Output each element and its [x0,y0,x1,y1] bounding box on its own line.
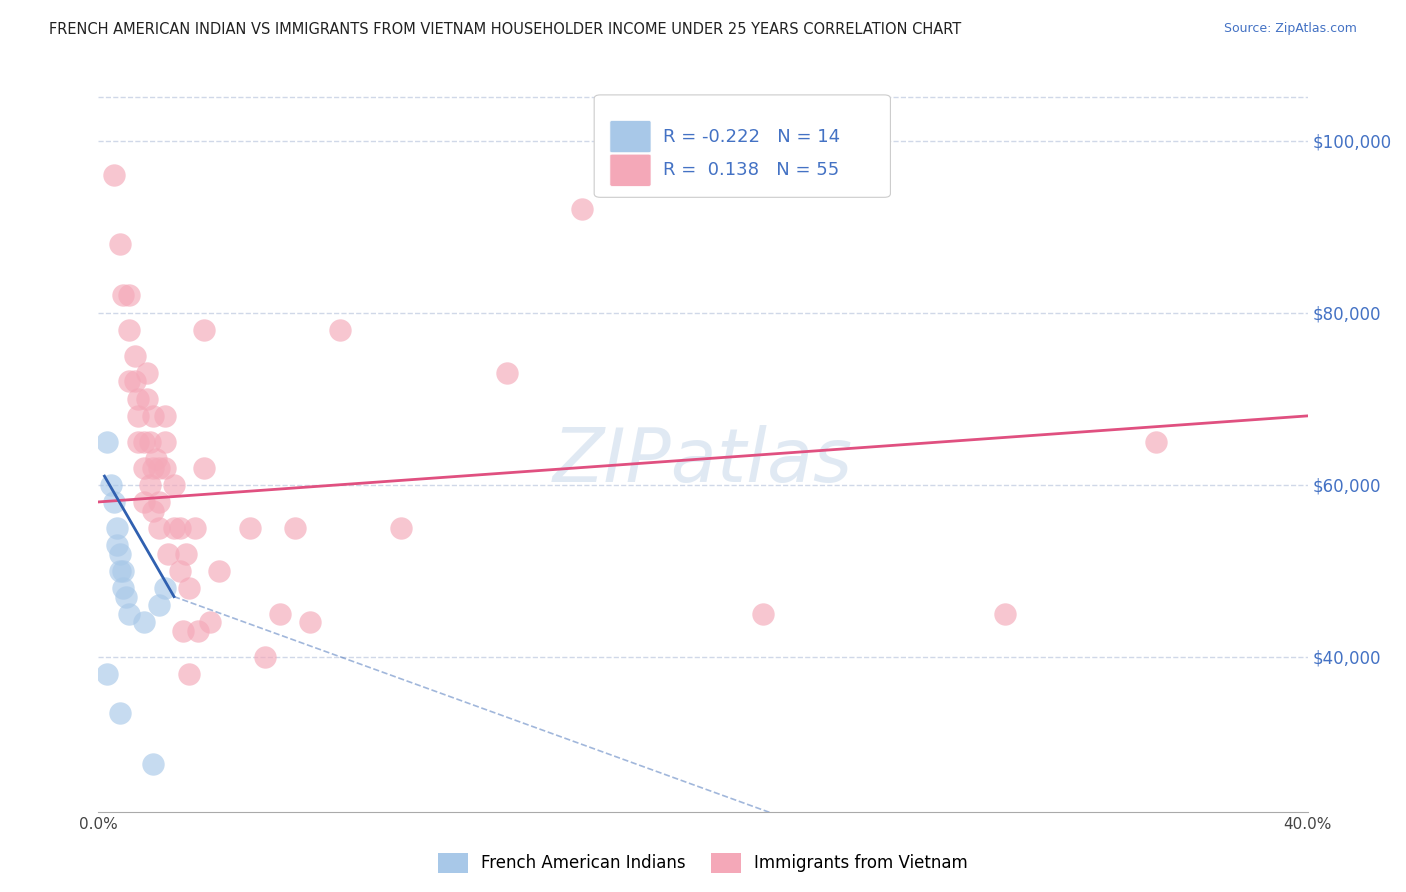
Point [329,323,352,337]
Point [284,521,307,535]
Point [1144,434,1167,449]
Point [179,581,201,595]
Point [135,366,157,380]
Point [200,615,222,630]
Point [142,460,165,475]
FancyBboxPatch shape [595,95,890,197]
Point [752,607,775,621]
Point [571,202,593,217]
Point [118,375,141,389]
Point [108,236,131,251]
Point [184,521,207,535]
Point [153,434,176,449]
Point [153,409,176,423]
Point [132,615,155,630]
Point [142,409,165,423]
Point [193,460,215,475]
Point [139,434,162,449]
FancyBboxPatch shape [610,120,651,153]
Point [127,434,149,449]
Point [132,495,155,509]
Point [108,706,131,720]
Point [169,521,191,535]
Point [127,409,149,423]
Text: ZIPatlas: ZIPatlas [553,425,853,497]
Text: Source: ZipAtlas.com: Source: ZipAtlas.com [1223,22,1357,36]
Legend: French American Indians, Immigrants from Vietnam: French American Indians, Immigrants from… [432,847,974,880]
Point [299,615,322,630]
Point [495,366,517,380]
Point [124,349,146,363]
Point [208,564,231,578]
Point [105,521,128,535]
Point [145,451,167,466]
Point [132,434,155,449]
Text: FRENCH AMERICAN INDIAN VS IMMIGRANTS FROM VIETNAM HOUSEHOLDER INCOME UNDER 25 YE: FRENCH AMERICAN INDIAN VS IMMIGRANTS FRO… [49,22,962,37]
Point [100,477,122,491]
Point [179,667,201,681]
Point [118,323,141,337]
Point [169,564,191,578]
Point [148,598,170,612]
Point [142,503,165,517]
Point [148,521,170,535]
Point [994,607,1017,621]
Point [389,521,412,535]
Point [156,547,179,561]
Point [96,667,118,681]
Point [187,624,209,638]
Point [111,581,134,595]
Point [142,757,165,772]
Point [96,434,118,449]
Point [139,477,162,491]
Point [174,547,197,561]
Point [118,288,141,302]
Text: R =  0.138   N = 55: R = 0.138 N = 55 [664,161,839,179]
Point [103,168,125,182]
Point [163,521,186,535]
Point [153,460,176,475]
FancyBboxPatch shape [610,154,651,186]
Point [172,624,194,638]
Point [124,375,146,389]
Point [114,590,136,604]
Text: R = -0.222   N = 14: R = -0.222 N = 14 [664,128,841,145]
Point [193,323,215,337]
Point [118,607,141,621]
Point [103,495,125,509]
Point [163,477,186,491]
Point [135,392,157,406]
Point [108,564,131,578]
Point [105,538,128,552]
Point [127,392,149,406]
Point [132,460,155,475]
Point [148,495,170,509]
Point [111,288,134,302]
Point [239,521,262,535]
Point [253,649,276,664]
Point [111,564,134,578]
Point [153,581,176,595]
Point [148,460,170,475]
Point [108,547,131,561]
Point [269,607,291,621]
